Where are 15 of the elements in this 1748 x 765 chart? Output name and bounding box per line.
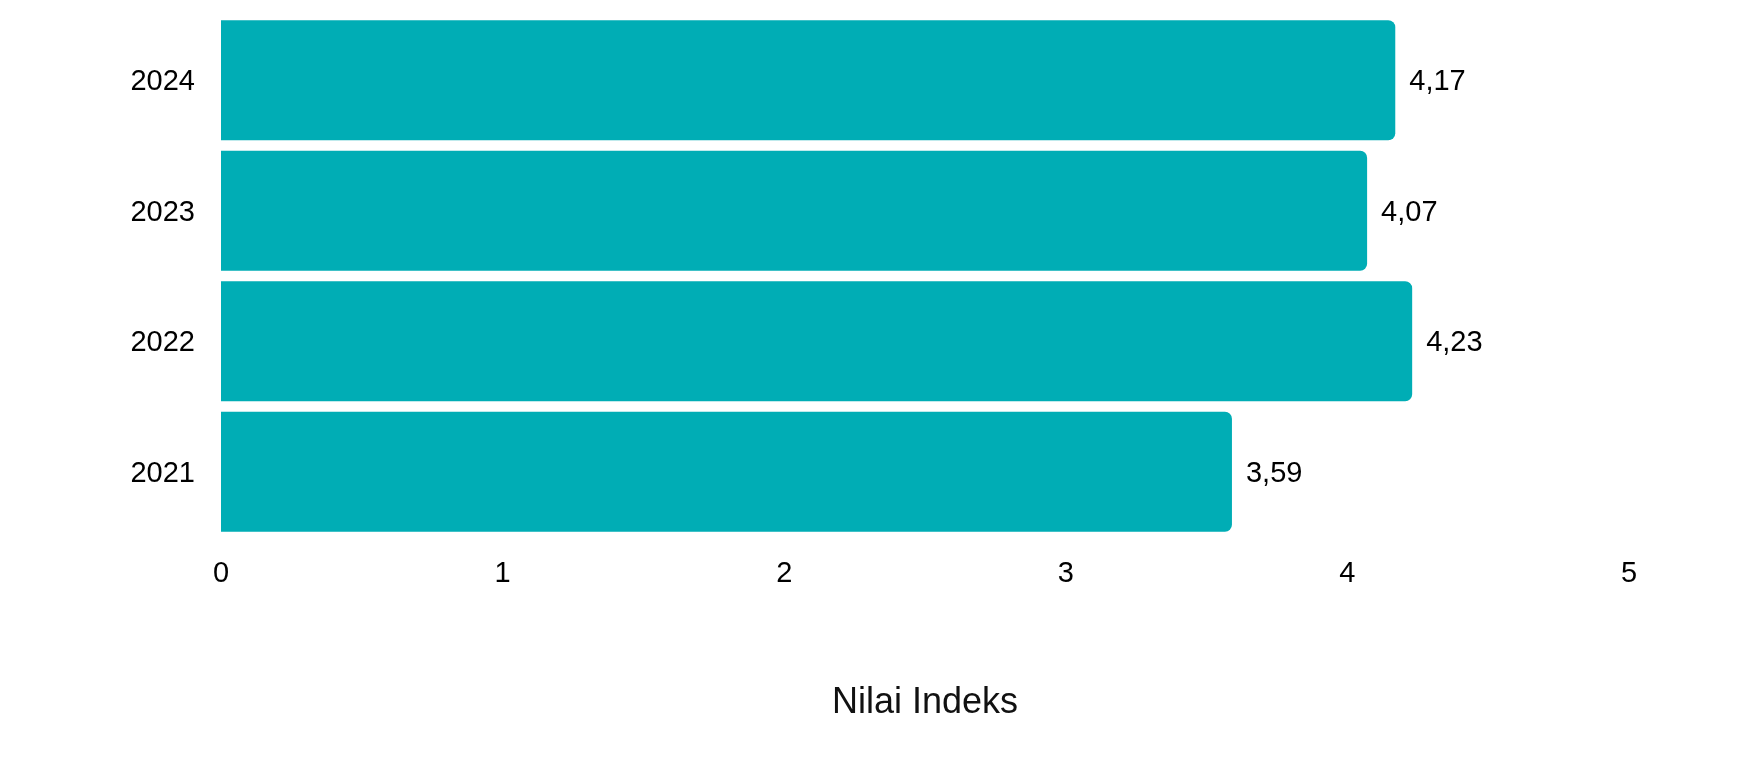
y-tick-label: 2022: [130, 325, 195, 358]
data-label: 4,17: [1409, 64, 1466, 97]
x-tick-label: 3: [1057, 555, 1074, 588]
data-label: 3,59: [1245, 455, 1303, 488]
x-tick-label: 1: [494, 555, 511, 588]
x-tick-label: 0: [212, 555, 230, 588]
x-tick-label: 5: [1620, 555, 1638, 588]
x-axis-title: Nilai Indeks: [831, 679, 1019, 721]
x-tick-label: 2: [776, 555, 793, 588]
data-label: 4,07: [1381, 194, 1438, 227]
y-tick-label: 2021: [130, 455, 195, 488]
y-tick-label: 2023: [130, 194, 195, 227]
data-label: 4,23: [1426, 325, 1483, 358]
x-tick-label: 4: [1339, 555, 1356, 588]
y-tick-label: 2024: [130, 64, 195, 97]
